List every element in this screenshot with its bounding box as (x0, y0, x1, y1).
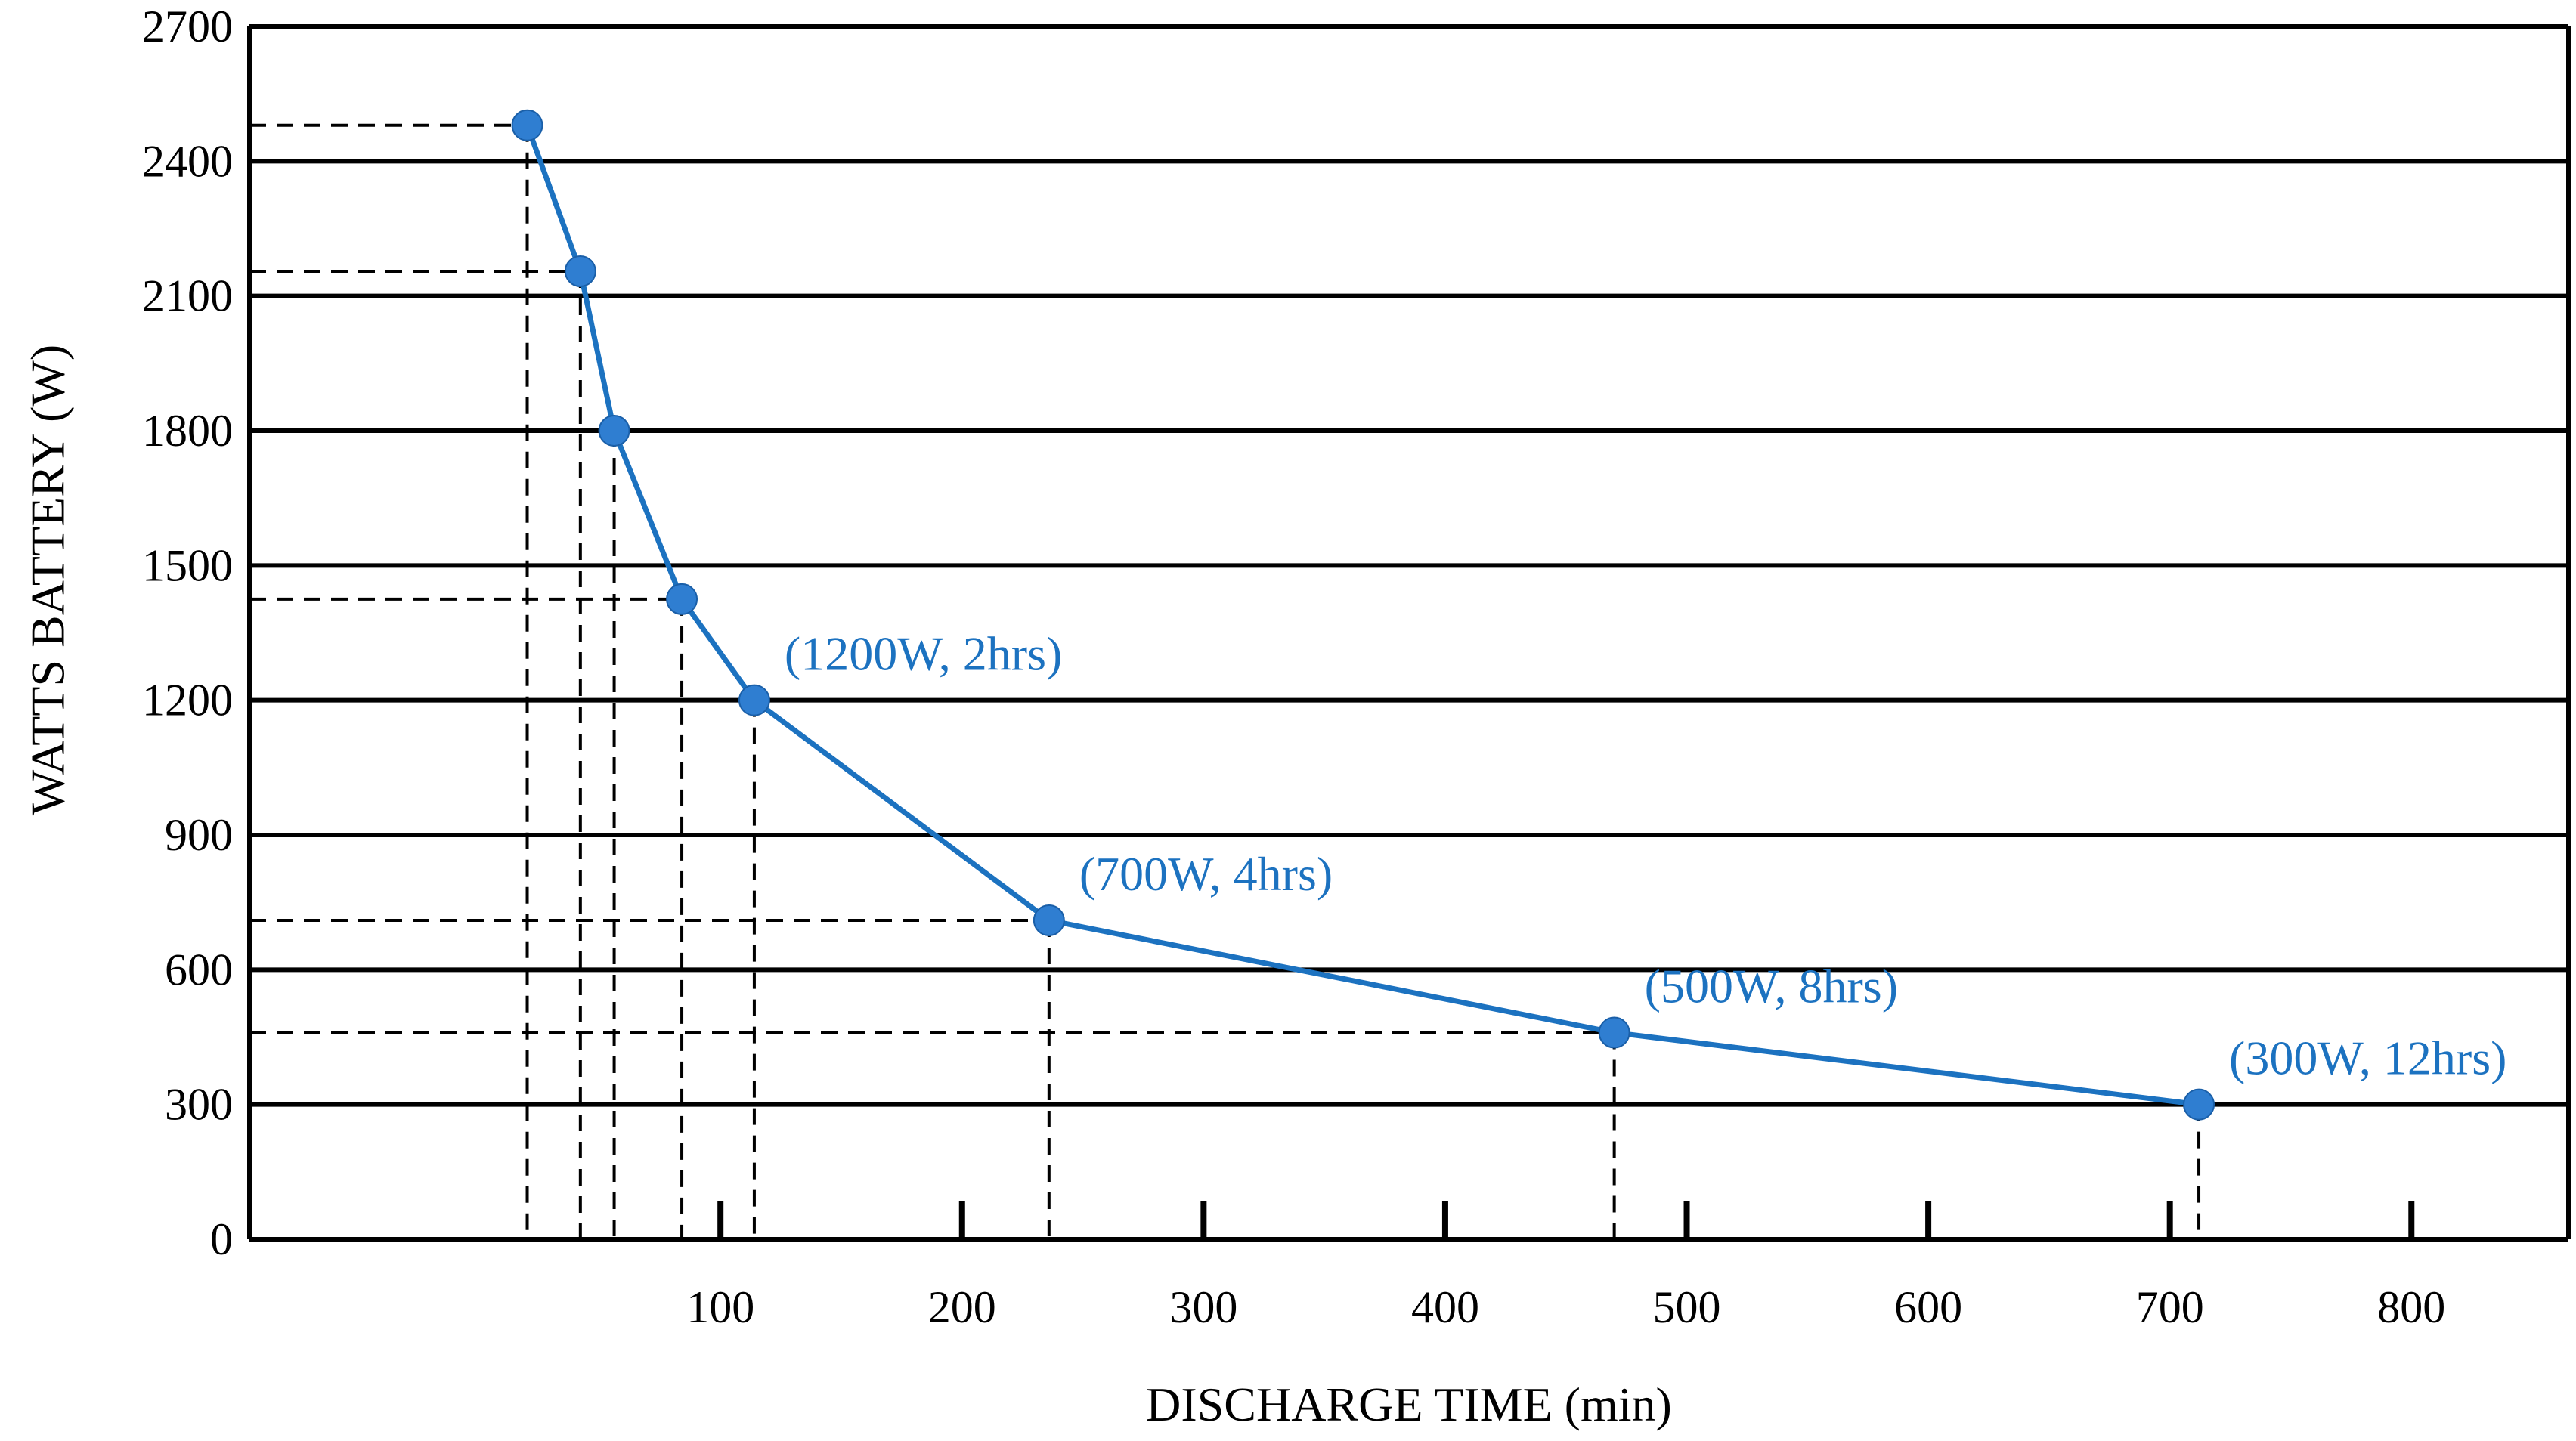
x-tick-label-600: 600 (1894, 1282, 1962, 1332)
y-tick-labels: 0 300 600 900 1200 1500 1800 2100 2400 2700 (142, 2, 233, 1264)
data-point-5 (1033, 904, 1065, 936)
x-axis-title: DISCHARGE TIME (min) (1146, 1378, 1672, 1431)
data-point-3 (666, 583, 698, 615)
x-tick-label-100: 100 (686, 1282, 754, 1332)
x-tick-label-700: 700 (2136, 1282, 2204, 1332)
data-point-4 (738, 684, 770, 716)
y-tick-label-2400: 2400 (142, 136, 233, 186)
point-label-5: (700W, 4hrs) (1079, 847, 1333, 901)
point-labels: (1200W, 2hrs) (700W, 4hrs) (500W, 8hrs) (30… (785, 627, 2506, 1085)
point-label-7: (300W, 12hrs) (2229, 1031, 2506, 1085)
y-tick-label-2100: 2100 (142, 271, 233, 321)
y-tick-label-1800: 1800 (142, 406, 233, 456)
data-point-0 (511, 109, 543, 141)
x-tick-label-400: 400 (1411, 1282, 1479, 1332)
x-tick-label-300: 300 (1169, 1282, 1237, 1332)
y-tick-label-900: 900 (165, 810, 233, 860)
gridlines (249, 24, 2568, 1107)
y-axis-title: WATTS BATTERY (W) (21, 345, 75, 815)
y-tick-label-300: 300 (165, 1080, 233, 1130)
x-tick-label-500: 500 (1653, 1282, 1721, 1332)
x-tick-label-800: 800 (2377, 1282, 2445, 1332)
data-point-1 (564, 255, 596, 287)
point-label-4: (1200W, 2hrs) (785, 627, 1062, 681)
data-point-6 (1598, 1016, 1630, 1049)
point-label-6: (500W, 8hrs) (1645, 960, 1898, 1013)
axes (247, 24, 2571, 1242)
series-layer (511, 109, 2215, 1121)
y-tick-label-1500: 1500 (142, 540, 233, 590)
y-tick-label-1200: 1200 (142, 676, 233, 725)
series-line (525, 124, 2200, 1108)
y-tick-label-0: 0 (210, 1214, 233, 1264)
guide-dashes (249, 123, 2201, 1239)
data-point-7 (2183, 1088, 2215, 1121)
data-point-2 (598, 415, 630, 447)
y-tick-label-600: 600 (165, 945, 233, 994)
y-tick-label-2700: 2700 (142, 2, 233, 51)
x-tick-label-200: 200 (928, 1282, 996, 1332)
x-tick-labels: 100 200 300 400 500 600 700 800 (686, 1282, 2445, 1332)
